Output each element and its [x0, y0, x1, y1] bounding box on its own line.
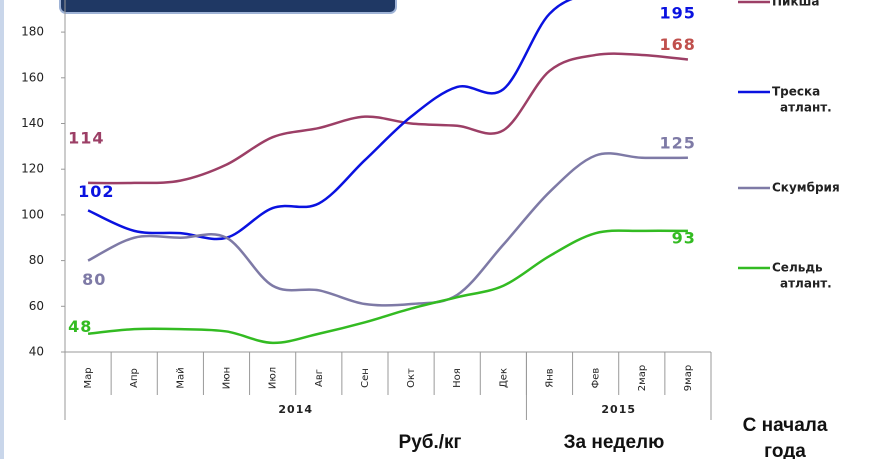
- year-label: 2014: [278, 403, 313, 416]
- left-edge: [0, 0, 4, 459]
- y-tick-label: 60: [29, 299, 44, 313]
- series-line: [87, 229, 688, 345]
- x-tick-label: Фев: [591, 368, 602, 389]
- value-label: 125: [660, 133, 696, 152]
- x-tick-label: 9мар: [683, 365, 694, 391]
- footer-label: года: [764, 441, 806, 459]
- value-label: 80: [82, 270, 106, 289]
- footer-label: За неделю: [564, 432, 665, 453]
- x-tick-label: Июл: [268, 367, 279, 389]
- x-tick-label: Дек: [498, 368, 509, 388]
- year-label: 2015: [601, 403, 636, 416]
- y-tick-label: 80: [29, 253, 44, 267]
- x-tick-label: Окт: [406, 368, 417, 388]
- value-label: 168: [660, 35, 696, 54]
- y-tick-label: 100: [21, 207, 44, 221]
- y-tick-label: 140: [21, 116, 44, 130]
- series-line: [88, 52, 689, 185]
- value-label: 48: [68, 317, 92, 336]
- x-tick-label: Янв: [545, 368, 556, 387]
- legend-label: атлант.: [780, 101, 832, 115]
- x-tick-label: Май: [175, 367, 186, 388]
- legend-label: Сельдь: [772, 261, 823, 275]
- x-tick-label: Июн: [222, 367, 233, 389]
- x-tick-label: Мар: [83, 367, 94, 388]
- x-tick-label: Сен: [360, 368, 371, 388]
- value-label: 93: [672, 228, 696, 247]
- footer-label: С начала: [743, 415, 828, 436]
- x-tick-label: Ноя: [452, 368, 463, 388]
- footer-label: Руб./кг: [399, 432, 462, 453]
- legend-label: Скумбрия: [772, 181, 840, 195]
- title-box: [59, 0, 397, 14]
- legend-label: Треска: [772, 85, 820, 99]
- x-tick-label: Апр: [129, 368, 140, 388]
- series-line: [87, 0, 573, 241]
- value-label: 102: [78, 182, 114, 201]
- value-label: 195: [660, 3, 696, 22]
- y-tick-label: 40: [29, 345, 44, 359]
- x-tick-label: Авг: [314, 369, 325, 387]
- series-line: [87, 152, 688, 307]
- y-tick-label: 120: [21, 162, 44, 176]
- y-tick-label: 160: [21, 70, 44, 84]
- legend-label: Пикша: [772, 0, 819, 9]
- value-label: 114: [68, 128, 104, 147]
- y-tick-label: 180: [21, 25, 44, 39]
- legend-label: атлант.: [780, 277, 832, 291]
- x-tick-label: 2мар: [637, 365, 648, 391]
